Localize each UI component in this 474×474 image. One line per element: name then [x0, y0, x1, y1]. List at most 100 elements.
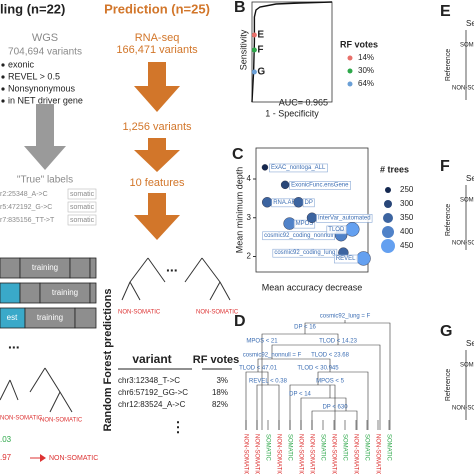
split-label: TLOD < 30.945	[297, 366, 339, 372]
gray-arrow	[24, 104, 66, 170]
feature-label: ExAC_nontoga_ALL	[271, 165, 326, 171]
table-cell: chr12:83524_A->C	[118, 400, 186, 409]
split-label: TLOD < 14.23	[319, 339, 358, 345]
panel-title: Se	[466, 174, 474, 183]
axis-label: 1 - Specificity	[265, 108, 319, 118]
variant: r2:25348_A->C	[0, 191, 48, 198]
table-cell: 3%	[216, 376, 228, 385]
legend-label: 14%	[358, 53, 374, 62]
variant-count: 704,694 variants	[8, 47, 82, 58]
y-tick-label: 2	[247, 252, 252, 261]
feature-label-box	[289, 181, 351, 190]
axis-label: Mean minimum depth	[234, 167, 244, 254]
true-label: somatic	[70, 217, 95, 224]
feature-label: RNA.AF	[273, 200, 295, 206]
bullet	[1, 75, 5, 79]
panel-letter: B	[234, 0, 246, 16]
leaf-label: NON-SOMATIC	[242, 434, 248, 474]
legend-title: RF votes	[340, 39, 378, 49]
panel-title: Prediction (n=25)	[104, 1, 210, 16]
class-label: SOM	[460, 363, 474, 369]
feature-label: REVEL	[336, 256, 356, 262]
feature-label-box	[316, 214, 373, 223]
leaf-label: SOMATIC	[286, 434, 292, 462]
feature-label: TLOD	[328, 227, 345, 233]
step: 10 features	[129, 177, 185, 189]
side-title: Random Forest predictions	[102, 288, 114, 431]
point-label: G	[257, 67, 265, 78]
axis-label: Reference	[445, 369, 452, 401]
legend-size	[383, 213, 393, 223]
feature-label: InterVar_automated	[318, 215, 371, 221]
label-box	[67, 188, 97, 200]
table-cell: 18%	[212, 388, 228, 397]
feature-point	[262, 197, 273, 208]
tree-label: NON-SOMATIC	[196, 310, 239, 316]
bullet	[1, 99, 5, 103]
feature-point	[261, 164, 269, 171]
feature-label: MPOS	[296, 221, 314, 227]
split-label: DP < 630	[322, 405, 348, 411]
orange-arrows	[134, 62, 180, 240]
point-label: E	[257, 30, 264, 41]
test: est	[7, 313, 18, 322]
leaf-label: SOMATIC	[319, 434, 325, 462]
class-label: SOM	[460, 198, 474, 204]
feature-label-box	[272, 248, 338, 258]
table-header: variant	[132, 352, 171, 366]
tree-edges	[245, 320, 391, 430]
true-label: somatic	[70, 204, 95, 211]
tree-label: NON-SOMATIC	[0, 416, 43, 422]
legend-size	[381, 239, 395, 253]
feature-point	[280, 180, 290, 190]
leaf-label: SOMATIC	[363, 434, 369, 462]
leaf-label: NON-SOMATIC	[297, 434, 303, 474]
tree-label: NON-SOMATIC	[118, 310, 161, 316]
tree-icons	[0, 257, 231, 462]
split-label: DP < 14	[289, 392, 311, 398]
leaf-label: SOMATIC	[264, 434, 270, 462]
training: training	[32, 263, 58, 272]
axis-label: Mean accuracy decrease	[262, 282, 363, 292]
tree-edge	[245, 320, 391, 430]
panel-letter: C	[232, 146, 244, 163]
panel-title: Se	[466, 339, 474, 348]
class-label: NON-SOM	[452, 86, 474, 92]
roc-point	[251, 69, 257, 75]
legend-label: 300	[400, 199, 414, 208]
roc-curve	[251, 1, 333, 103]
ellipsis: ...	[166, 259, 178, 275]
class-label: NON-SOM	[452, 406, 474, 412]
legend-size	[385, 187, 391, 193]
feature-label-box	[334, 254, 358, 264]
leaf-label: NON-SOMATIC	[352, 434, 358, 474]
leaf-label: SOMATIC	[341, 434, 347, 462]
feature-label: DP	[305, 200, 313, 206]
y-tick-label: 4	[247, 174, 252, 183]
variant: r5:472192_G->C	[0, 204, 52, 211]
label-box	[67, 201, 97, 213]
legend-label: 350	[400, 213, 414, 222]
leaf-label: SOMATIC	[385, 434, 391, 462]
leaf-label: NON-SOMATIC	[308, 434, 314, 474]
label-box	[67, 214, 97, 226]
source: WGS	[32, 32, 58, 44]
bullet	[1, 87, 5, 91]
roc-point	[251, 32, 257, 38]
legend-title: # trees	[380, 164, 409, 174]
split-label: TLOD < 47.01	[239, 366, 278, 372]
variant: r7:835156_TT->T	[0, 217, 55, 224]
class-label: NON-SOM	[452, 241, 474, 247]
table-cell: chr3:12348_T->C	[118, 376, 180, 385]
filter: in NET driver gene	[8, 95, 83, 105]
feature-point	[356, 251, 371, 266]
feature-label-box	[269, 163, 328, 173]
panel-letter: F	[440, 158, 450, 175]
training: training	[52, 288, 78, 297]
axis-label: Reference	[445, 49, 452, 81]
y-tick-label: 3	[247, 213, 252, 222]
point-label: F	[257, 45, 263, 56]
roc-frame	[251, 1, 333, 103]
filter: Nonsynonymous	[8, 83, 76, 93]
filter: REVEL > 0.5	[8, 71, 60, 81]
